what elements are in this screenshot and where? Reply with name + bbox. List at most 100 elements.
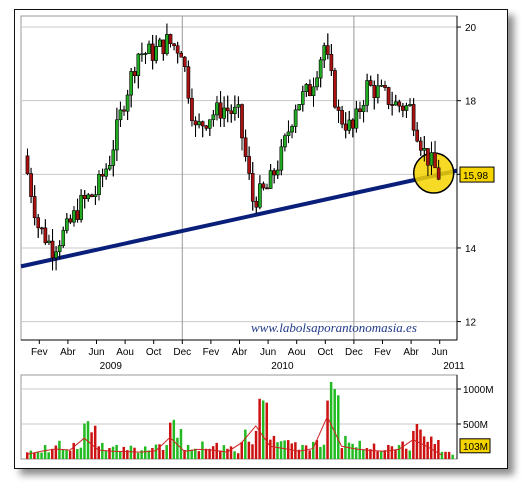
candle-down — [383, 85, 387, 88]
candle-up — [72, 210, 76, 223]
candle-up — [304, 84, 309, 92]
date-x-axis: Fev Abr Jun Aou Oct Dec Fev Abr Jun Aou Oct Dec Fev A… — [21, 339, 465, 372]
volume-bar — [115, 445, 118, 459]
candle-down — [426, 148, 430, 166]
volume-bar — [451, 454, 454, 459]
volume-bar — [404, 448, 408, 459]
candle-down — [415, 129, 419, 142]
volume-bar — [308, 450, 311, 459]
volume-bar — [26, 452, 29, 459]
price-tick-label: 14 — [465, 244, 477, 255]
volume-bar — [36, 452, 40, 459]
candle-up — [422, 148, 427, 151]
candle-down — [190, 98, 194, 121]
volume-bar — [408, 450, 412, 459]
candle-up — [65, 218, 69, 231]
volume-bar — [154, 444, 158, 459]
volume-bar — [165, 445, 168, 459]
date-tick-label: Jun — [260, 347, 276, 358]
candle-up — [165, 34, 169, 55]
volume-bar — [322, 444, 326, 459]
volume-bar — [179, 429, 183, 459]
candle-up — [347, 119, 351, 131]
volume-bar — [58, 440, 61, 459]
volume-bar — [97, 446, 100, 459]
volume-bar — [136, 452, 140, 459]
last-volume-badge-box — [459, 438, 491, 454]
price-tick-label: 20 — [465, 23, 477, 34]
volume-bar — [108, 448, 111, 459]
volume-bar — [326, 400, 329, 459]
volume-bar — [190, 449, 193, 459]
volume-bar — [158, 444, 161, 459]
candle-up — [57, 245, 62, 252]
candle-up — [311, 86, 316, 97]
year-label: 2011 — [443, 361, 465, 372]
volume-bar — [422, 436, 426, 459]
volume-bar — [419, 429, 422, 459]
candle-up — [93, 194, 98, 197]
candle-up — [354, 108, 359, 129]
volume-bar — [40, 452, 43, 459]
year-label: 2010 — [271, 361, 294, 372]
volume-bar — [147, 450, 151, 459]
candle-up — [379, 85, 384, 87]
candle-up — [318, 59, 323, 79]
volume-bar — [440, 451, 444, 459]
candle-up — [111, 149, 116, 166]
candle-down — [336, 106, 341, 111]
candle-up — [136, 53, 141, 76]
volume-bar — [201, 441, 204, 459]
volume-bar — [51, 448, 54, 459]
date-tick-label: Dec — [345, 347, 363, 358]
candle-up — [47, 240, 51, 244]
volume-bar — [447, 451, 451, 459]
candle-up — [376, 85, 380, 98]
volume-bar — [304, 445, 308, 459]
candle-up — [140, 53, 144, 56]
candle-down — [133, 71, 137, 76]
volume-bar — [401, 441, 404, 459]
volume-bar — [194, 448, 197, 459]
volume-bar — [219, 450, 222, 459]
volume-bars — [26, 382, 454, 459]
candle-down — [200, 121, 205, 127]
volume-bar — [211, 446, 215, 459]
volume-bar — [61, 449, 65, 459]
volume-bar — [65, 449, 68, 459]
volume-bar — [437, 439, 440, 459]
candle-down — [372, 85, 377, 98]
candle-down — [43, 227, 48, 244]
candle-down — [40, 227, 44, 230]
volume-tick-label: 1000M — [463, 385, 494, 396]
candle-up — [86, 194, 91, 199]
candle-up — [301, 91, 305, 105]
candle-up — [276, 169, 280, 176]
candle-down — [186, 66, 191, 99]
candle-down — [172, 43, 176, 46]
candle-down — [240, 104, 244, 139]
candle-down — [218, 102, 223, 119]
candle-down — [247, 156, 251, 174]
candle-down — [329, 54, 334, 71]
volume-bar — [86, 421, 90, 459]
candle-up — [429, 152, 434, 166]
candle-up — [315, 77, 319, 88]
candle-down — [333, 70, 337, 108]
candle-down — [390, 104, 394, 106]
candle-up — [322, 45, 326, 61]
volume-bar — [412, 430, 415, 459]
candle-up — [286, 131, 291, 136]
price-grid — [20, 15, 458, 341]
price-candles — [25, 23, 441, 271]
volume-bar — [333, 388, 336, 459]
price-tick-label: 12 — [465, 318, 477, 329]
candle-up — [154, 46, 158, 61]
candle-down — [75, 210, 80, 220]
candle-up — [158, 39, 162, 47]
candle-up — [97, 174, 101, 195]
volume-bar — [369, 449, 372, 459]
candle-down — [183, 56, 187, 67]
volume-bar — [104, 450, 108, 459]
chart-frame: 1214161820 FevAbrJunAouOctDecFevAbrJunAo… — [14, 9, 508, 469]
